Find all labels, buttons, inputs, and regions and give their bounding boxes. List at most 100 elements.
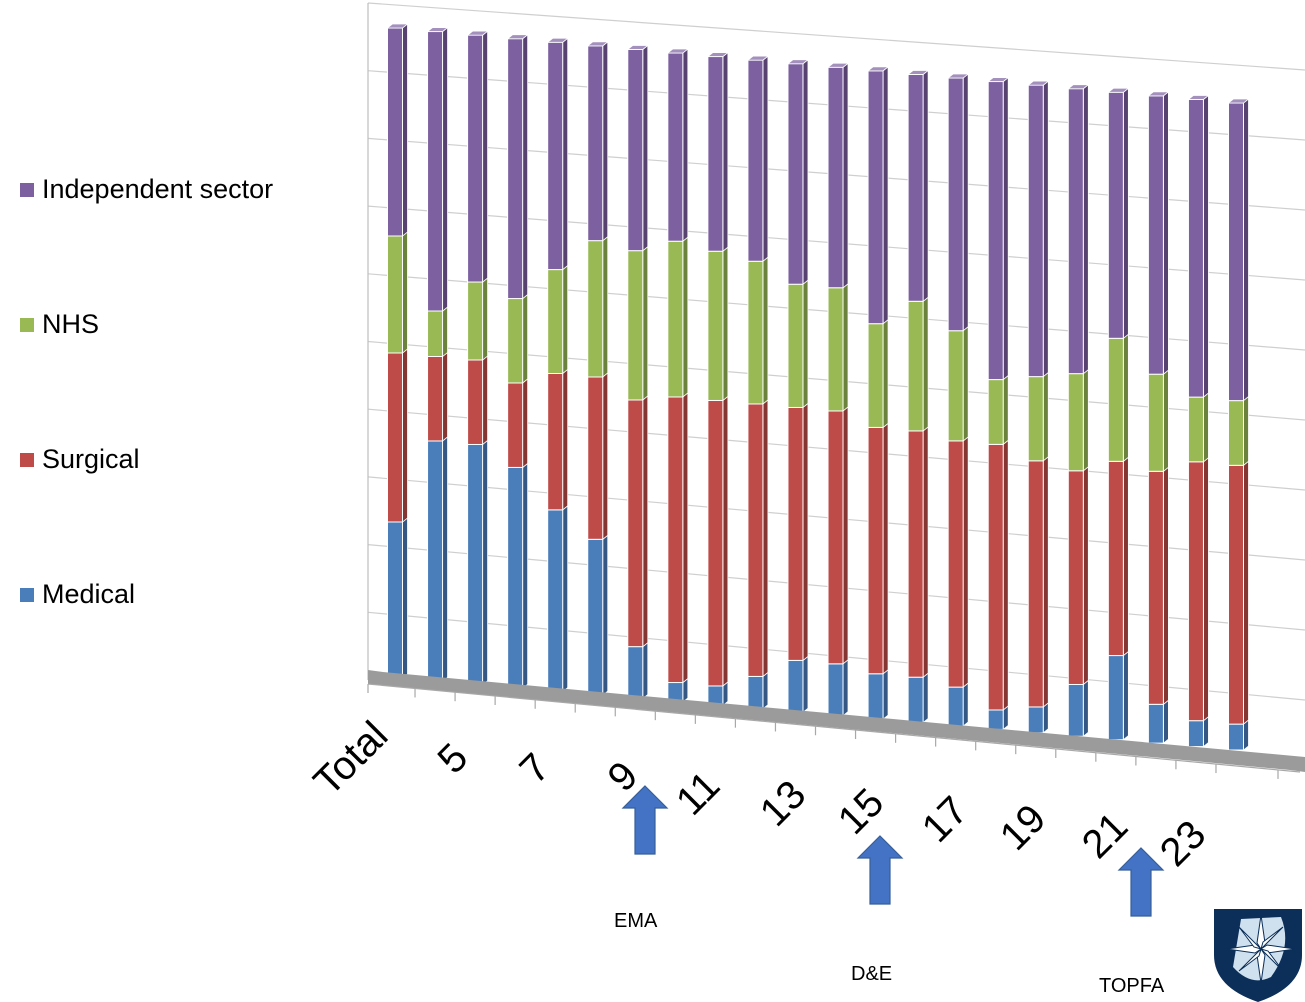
x-tick-label-15: 15 — [830, 780, 893, 843]
bar-independent-sector-total — [387, 27, 403, 237]
bar-medical-7-side — [562, 505, 569, 693]
bar-medical-20-side — [1082, 679, 1089, 738]
bar-surgical-13 — [787, 406, 804, 661]
bar-stack-16 — [906, 69, 930, 724]
bar-independent-sector-8 — [587, 45, 604, 242]
x-tick-label-21: 21 — [1074, 804, 1137, 867]
bar-surgical-14-side — [842, 406, 849, 665]
bar-nhs-9-side — [642, 245, 649, 401]
bar-medical-14-side — [842, 659, 849, 717]
bar-independent-sector-5 — [467, 34, 484, 283]
bar-stack-23 — [1187, 94, 1210, 748]
bar-independent-sector-15-top — [866, 66, 890, 72]
gridline — [367, 2, 1305, 71]
bar-independent-sector-20 — [1067, 88, 1084, 375]
bar-surgical-22 — [1147, 470, 1164, 705]
bar-nhs-19-side — [1042, 371, 1049, 462]
x-tick-label-total: Total — [306, 713, 397, 804]
chart-floor — [368, 670, 1305, 772]
bar-stack-11 — [706, 51, 730, 707]
bar-independent-sector-24-top — [1227, 98, 1250, 104]
bar-nhs-24-side — [1243, 395, 1249, 467]
legend-item-surgical: Surgical — [20, 444, 140, 475]
bar-independent-sector-7-side — [562, 37, 569, 271]
bar-independent-sector-6-side — [522, 33, 529, 300]
bar-nhs-total-side — [402, 231, 408, 354]
bar-medical-6 — [507, 466, 524, 689]
bar-stack-24 — [1227, 98, 1250, 751]
bar-independent-sector-24-side — [1243, 98, 1249, 402]
bar-medical-20 — [1067, 683, 1084, 737]
bar-nhs-18 — [987, 379, 1004, 445]
bar-independent-sector-12 — [747, 59, 764, 262]
bar-nhs-15-side — [882, 318, 889, 429]
bar-surgical-24 — [1228, 464, 1244, 725]
bar-nhs-21-side — [1122, 333, 1129, 463]
bar-independent-sector-22-side — [1163, 91, 1169, 376]
bar-independent-sector-18-side — [1002, 76, 1009, 381]
bar-surgical-19 — [1027, 460, 1044, 708]
x-tick-label-7: 7 — [512, 745, 559, 792]
bar-independent-sector-6-top — [506, 34, 529, 40]
bar-independent-sector-8-side — [602, 41, 609, 242]
legend-swatch-independent-sector — [20, 182, 34, 197]
bar-nhs-22-side — [1163, 369, 1169, 473]
bar-nhs-10 — [667, 240, 684, 398]
bar-medical-19-side — [1042, 702, 1049, 734]
bar-surgical-12 — [747, 403, 764, 677]
bar-independent-sector-20-top — [1067, 84, 1090, 90]
legend-swatch-nhs — [20, 317, 34, 332]
bar-independent-sector-7-top — [546, 37, 569, 43]
bar-nhs-22 — [1147, 373, 1164, 472]
bar-surgical-23 — [1187, 461, 1204, 722]
bar-nhs-21 — [1107, 337, 1124, 462]
bar-medical-13 — [787, 659, 804, 713]
legend-item-independent-sector: Independent sector — [20, 174, 273, 205]
bar-stack-10 — [666, 48, 689, 703]
bar-medical-13-side — [802, 655, 809, 714]
bar-nhs-7-side — [562, 264, 569, 375]
bar-nhs-24 — [1228, 400, 1244, 466]
bar-medical-21 — [1107, 655, 1124, 741]
bar-stack-20 — [1067, 83, 1090, 738]
bar-independent-sector-23 — [1187, 98, 1204, 398]
bar-surgical-10-side — [682, 392, 689, 684]
bar-surgical-11-side — [722, 395, 729, 687]
bar-independent-sector-15-side — [882, 66, 889, 325]
bar-medical-14 — [827, 663, 844, 717]
bar-independent-sector-11 — [707, 56, 724, 252]
bar-independent-sector-10-top — [666, 48, 689, 54]
bar-surgical-5 — [467, 359, 484, 445]
bar-nhs-12-side — [762, 256, 769, 405]
bar-nhs-total — [387, 235, 403, 354]
bar-nhs-13-side — [802, 279, 809, 409]
bar-independent-sector-13-top — [786, 59, 810, 65]
bar-stack-22 — [1147, 91, 1170, 744]
bar-nhs-18-side — [1002, 374, 1009, 446]
bar-independent-sector-21-side — [1122, 87, 1129, 340]
bar-medical-22 — [1147, 703, 1164, 744]
bar-independent-sector-15 — [867, 70, 884, 325]
bar-stack-5 — [466, 30, 489, 686]
bar-medical-6-side — [522, 462, 529, 690]
arrow-ema — [621, 785, 669, 855]
bar-medical-5 — [467, 443, 484, 686]
arrow-d-e — [856, 835, 904, 905]
bar-surgical-17 — [947, 440, 964, 688]
bar-independent-sector-7 — [547, 41, 564, 271]
bar-nhs-5-side — [482, 277, 488, 361]
bar-surgical-14 — [827, 410, 844, 665]
bar-medical-17 — [947, 686, 964, 727]
bar-independent-sector-12-top — [746, 55, 770, 61]
bar-medical-12 — [747, 675, 764, 710]
bar-surgical-19-side — [1042, 455, 1049, 708]
bar-independent-sector-22 — [1147, 95, 1164, 375]
bar-medical-4 — [427, 440, 444, 682]
bar-medical-18 — [987, 709, 1004, 730]
legend-label-surgical: Surgical — [42, 444, 140, 474]
bar-stack-21 — [1107, 87, 1130, 741]
bar-nhs-15 — [867, 323, 884, 428]
annotation-label-topfa: TOPFA — [1099, 975, 1165, 997]
bar-nhs-7 — [547, 269, 564, 374]
bar-surgical-23-side — [1203, 456, 1209, 722]
